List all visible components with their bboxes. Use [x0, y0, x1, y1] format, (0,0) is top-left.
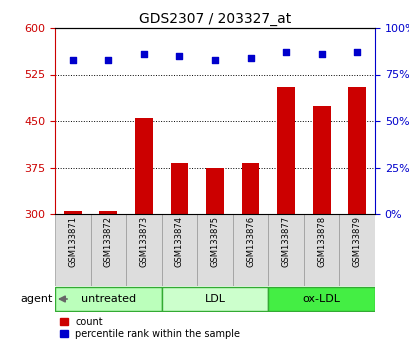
- Bar: [64, 211, 81, 214]
- Text: agent: agent: [20, 294, 53, 304]
- Text: LDL: LDL: [204, 294, 225, 304]
- Text: GSM133872: GSM133872: [103, 216, 112, 267]
- Bar: [55, 214, 90, 286]
- Point: [282, 49, 289, 55]
- Point: [140, 51, 147, 57]
- Bar: [339, 214, 374, 286]
- Bar: [90, 214, 126, 286]
- Bar: [135, 118, 153, 214]
- Point: [318, 51, 324, 57]
- Bar: [161, 287, 267, 311]
- Bar: [161, 214, 197, 286]
- Point: [247, 55, 253, 61]
- Bar: [126, 214, 161, 286]
- Text: ox-LDL: ox-LDL: [302, 294, 340, 304]
- Point: [105, 57, 111, 62]
- Point: [353, 49, 360, 55]
- Bar: [99, 211, 117, 214]
- Bar: [206, 167, 223, 214]
- Bar: [55, 287, 161, 311]
- Point: [211, 57, 218, 62]
- Text: GSM133878: GSM133878: [317, 216, 326, 267]
- Text: GSM133876: GSM133876: [245, 216, 254, 267]
- Legend: count, percentile rank within the sample: count, percentile rank within the sample: [60, 317, 240, 339]
- Text: GSM133875: GSM133875: [210, 216, 219, 267]
- Text: GSM133873: GSM133873: [139, 216, 148, 267]
- Text: untreated: untreated: [81, 294, 135, 304]
- Text: GSM133874: GSM133874: [175, 216, 184, 267]
- Bar: [232, 214, 267, 286]
- Bar: [267, 214, 303, 286]
- Text: GSM133871: GSM133871: [68, 216, 77, 267]
- Bar: [312, 105, 330, 214]
- Bar: [197, 214, 232, 286]
- Bar: [241, 163, 259, 214]
- Bar: [276, 87, 294, 214]
- Text: GSM133877: GSM133877: [281, 216, 290, 267]
- Bar: [303, 214, 339, 286]
- Bar: [170, 162, 188, 214]
- Point: [70, 57, 76, 62]
- Bar: [348, 87, 365, 214]
- Point: [176, 53, 182, 59]
- Text: GSM133879: GSM133879: [352, 216, 361, 267]
- Bar: [267, 287, 374, 311]
- Title: GDS2307 / 203327_at: GDS2307 / 203327_at: [139, 12, 290, 25]
